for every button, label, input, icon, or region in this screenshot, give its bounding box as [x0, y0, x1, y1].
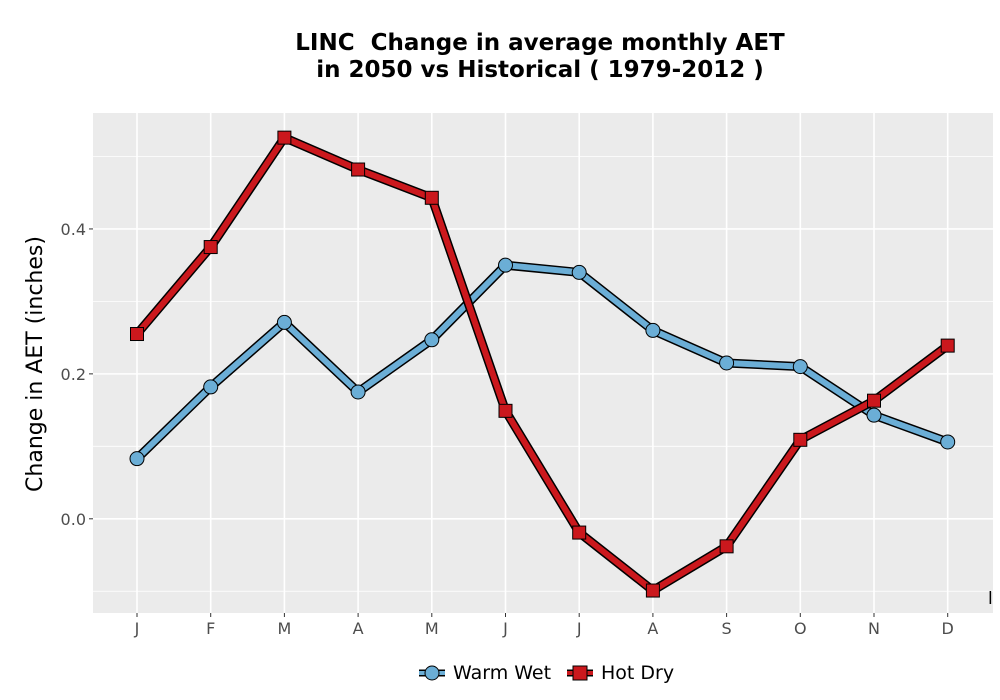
- chart-title: LINC Change in average monthly AET in 20…: [0, 30, 1000, 84]
- point-warm-wet: [792, 359, 808, 375]
- x-tick-label: S: [722, 619, 732, 638]
- point-hot-dry: [203, 240, 218, 255]
- point-warm-wet: [129, 451, 145, 467]
- chart-title-line-1: LINC Change in average monthly AET: [295, 30, 785, 56]
- point-hot-dry: [498, 403, 513, 418]
- point-warm-wet: [571, 264, 587, 280]
- point-warm-wet: [866, 407, 882, 423]
- point-hot-dry: [719, 539, 734, 554]
- y-tick-label: 0.2: [61, 365, 86, 384]
- point-hot-dry: [867, 393, 881, 408]
- x-tick-label: D: [942, 619, 954, 638]
- point-warm-wet: [498, 257, 513, 273]
- x-tick-label: O: [794, 619, 807, 638]
- legend-label-hot-dry: Hot Dry: [601, 662, 675, 684]
- x-tick-label: M: [425, 619, 439, 638]
- point-hot-dry: [277, 130, 292, 145]
- y-axis-label: Change in AET (inches): [23, 236, 48, 492]
- point-warm-wet: [350, 384, 366, 400]
- point-hot-dry: [793, 432, 808, 447]
- point-hot-dry: [351, 162, 366, 177]
- axis-ticks: 0.0 0.2 0.4 J F M A M J J A S O N D: [61, 220, 954, 638]
- y-tick-label: 0.0: [61, 510, 86, 529]
- y-tick-label: 0.4: [61, 220, 86, 239]
- point-warm-wet: [276, 314, 292, 330]
- point-warm-wet: [719, 355, 735, 371]
- clipped-annotation: l: [988, 589, 993, 609]
- point-hot-dry: [130, 327, 144, 342]
- legend-key-circle-icon: [419, 660, 445, 686]
- point-hot-dry: [940, 338, 955, 353]
- point-warm-wet: [424, 332, 440, 348]
- x-tick-label: J: [134, 619, 140, 638]
- point-hot-dry: [645, 583, 660, 598]
- x-tick-label: J: [502, 619, 508, 638]
- legend-key-square-icon: [567, 660, 593, 686]
- point-warm-wet: [645, 322, 661, 338]
- series-line-hot-dry: [134, 134, 950, 594]
- legend-item-hot-dry: Hot Dry: [567, 658, 674, 688]
- x-tick-label: A: [647, 619, 658, 638]
- x-tick-label: M: [277, 619, 291, 638]
- chart-title-line-2: in 2050 vs Historical ( 1979-2012 ): [316, 57, 764, 83]
- x-tick-label: J: [576, 619, 582, 638]
- legend-label-warm-wet: Warm Wet: [453, 662, 552, 684]
- point-warm-wet: [203, 379, 219, 395]
- series-line-warm-wet: [134, 262, 949, 461]
- plot-panel: [93, 113, 993, 613]
- point-warm-wet: [940, 434, 956, 450]
- point-hot-dry: [572, 525, 587, 540]
- marker-layer: [129, 130, 956, 598]
- series-layer: [133, 133, 951, 596]
- x-tick-label: A: [353, 619, 364, 638]
- x-tick-label: N: [868, 619, 880, 638]
- x-tick-label: F: [206, 619, 215, 638]
- point-hot-dry: [424, 190, 439, 205]
- legend-item-warm-wet: Warm Wet: [419, 658, 551, 688]
- legend: Warm Wet Hot Dry: [0, 658, 1000, 688]
